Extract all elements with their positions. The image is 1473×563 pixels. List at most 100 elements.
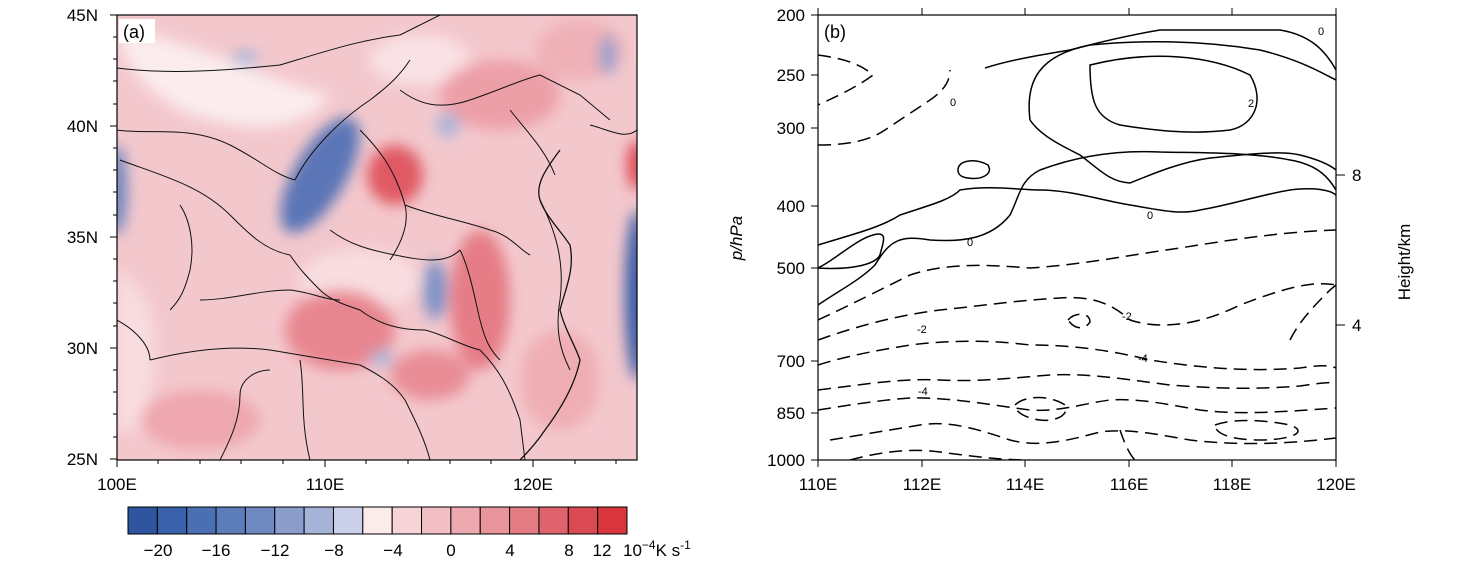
contour-label: -4	[1138, 353, 1148, 365]
red-patch-se	[520, 330, 600, 430]
plot-background	[818, 15, 1336, 460]
pressure-tick-label: 300	[777, 119, 805, 138]
lon-tick-label: 110E	[799, 475, 837, 494]
colorbar-swatch	[538, 506, 569, 535]
pressure-axis	[811, 14, 818, 461]
blue-patch-right-edge	[625, 210, 637, 380]
contour-solid	[1029, 119, 1336, 184]
contour-solid	[957, 160, 991, 180]
blue-patch-ne	[600, 35, 616, 75]
colorbar-swatch	[567, 506, 599, 535]
colorbar-swatch	[332, 506, 364, 535]
contour-label: 0	[967, 237, 973, 249]
red-patch-shanxi	[367, 145, 423, 205]
pressure-tick-label: 200	[777, 6, 805, 25]
lat-label: 25N	[67, 450, 98, 469]
colorbar-swatch	[421, 506, 452, 535]
lat-label: 45N	[67, 6, 98, 25]
colorbar-swatch	[215, 506, 246, 535]
lat-label: 40N	[67, 117, 98, 136]
colorbar-tick: −4	[383, 541, 402, 560]
contour-dashed	[1214, 419, 1299, 441]
panel-label-box	[119, 19, 155, 43]
panel-label: (b)	[824, 22, 846, 42]
lon-axis	[116, 460, 617, 467]
colorbar-swatch	[303, 506, 334, 535]
contour-dashed	[1289, 284, 1336, 341]
colorbar-units: 10−4K s-1	[623, 538, 691, 560]
contour-dashed	[1119, 429, 1136, 460]
lon-label: 120E	[513, 475, 553, 494]
contour-dashed	[818, 397, 1336, 414]
red-patch-south	[390, 350, 470, 400]
colorbar-swatch	[391, 506, 423, 535]
contour-dashed	[1067, 313, 1091, 329]
pressure-tick-label: 850	[777, 404, 805, 423]
contour-label: 2	[1248, 98, 1254, 110]
contour-label: 0	[1318, 26, 1324, 38]
red-patch-east	[450, 230, 510, 370]
contour-solid	[1028, 40, 1336, 121]
contour-label: 0	[1147, 210, 1153, 222]
pressure-tick-label: 700	[777, 352, 805, 371]
colorbar-tick: 12	[593, 541, 612, 560]
blue-patch-left-edge	[117, 145, 127, 235]
light-patch-west	[117, 270, 155, 430]
height-axis-label: Height/km	[1395, 224, 1414, 301]
colorbar-tick: 8	[564, 541, 573, 560]
pressure-tick-label: 250	[777, 66, 805, 85]
pressure-tick-label: 1000	[767, 451, 805, 470]
contour-dashed	[818, 69, 951, 146]
pressure-tick-label: 500	[777, 259, 805, 278]
lon-tick-label: 118E	[1213, 475, 1251, 494]
height-tick-label: 8	[1352, 166, 1361, 185]
colorbar-tick: −8	[324, 541, 343, 560]
province-boundaries	[117, 15, 637, 460]
contour-solid	[818, 187, 1336, 246]
contour-labels: 0 0 0 0 2 -2 -2 -4 -4	[917, 26, 1324, 398]
pressure-tick-label: 400	[777, 197, 805, 216]
red-patch-sw	[140, 390, 260, 450]
contour-dashed	[818, 340, 1336, 371]
red-patch-right-edge	[627, 140, 637, 190]
blue-patch-center	[423, 260, 447, 320]
blue-patch-nw	[231, 51, 259, 65]
panel-label-box	[820, 19, 856, 43]
contour-label: -2	[917, 324, 927, 336]
red-patch-central	[285, 290, 395, 370]
colorbar-tick: −20	[144, 541, 173, 560]
contour-dashed	[829, 422, 1336, 445]
blue-patch-small-north	[436, 113, 460, 137]
colorbar-swatch	[244, 506, 276, 535]
colorbar-swatch	[274, 506, 305, 535]
colorbar-swatch	[127, 506, 158, 535]
contour-label: 0	[950, 97, 956, 109]
plot-frame	[817, 14, 1337, 461]
panel-a-map: 45N 40N 35N 30N 25N 100E 110E 120E (a) −…	[67, 6, 691, 560]
lon-axis-b	[817, 8, 1337, 467]
contour-dashed	[818, 54, 875, 106]
colorbar-swatch	[186, 506, 217, 535]
colorbar-tick: 4	[505, 541, 514, 560]
coastline	[519, 149, 581, 460]
lon-tick-label: 116E	[1110, 475, 1148, 494]
contour-dashed	[818, 373, 1336, 391]
blue-patch-south	[370, 350, 394, 366]
panel-b-contour: 0 0 0 0 2 -2 -2 -4 -4 200 250 300 400 50…	[727, 6, 1414, 494]
colorbar-swatch	[479, 506, 511, 535]
colorbar-tick: 0	[446, 541, 455, 560]
colorbar-tick: −16	[202, 541, 231, 560]
lon-tick-label: 120E	[1316, 475, 1356, 494]
contour-solid	[818, 150, 1336, 306]
pressure-axis-label: p/hPa	[727, 216, 746, 261]
lon-tick-label: 112E	[903, 475, 941, 494]
colorbar: −20 −16 −12 −8 −4 0 4 8 12 10−4K s-1	[127, 506, 691, 560]
height-tick-label: 4	[1352, 316, 1361, 335]
lon-tick-label: 114E	[1006, 475, 1044, 494]
contour-label: -2	[1122, 311, 1132, 323]
contour-solid	[1089, 55, 1258, 133]
lat-label: 35N	[67, 228, 98, 247]
colorbar-swatch	[156, 506, 188, 535]
lat-label: 30N	[67, 339, 98, 358]
